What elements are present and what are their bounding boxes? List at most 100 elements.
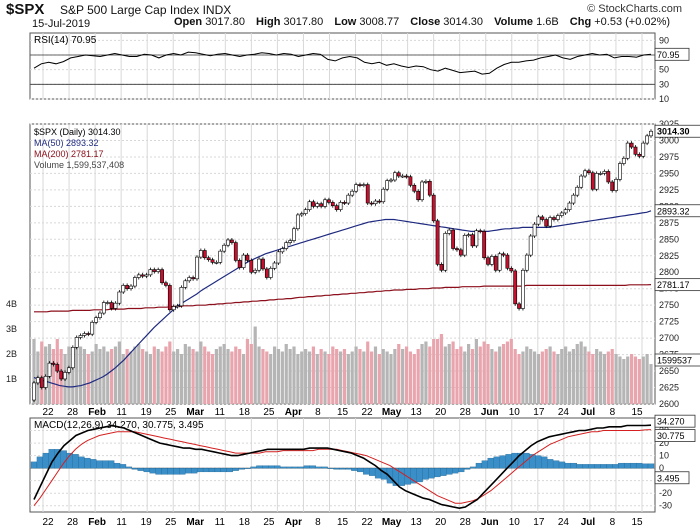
price-legend-item: Volume 1,599,537,408 [34, 160, 124, 170]
volume-bar [350, 351, 354, 404]
volume-bar [245, 339, 250, 404]
candle-body [641, 142, 646, 157]
candle-body [540, 216, 545, 220]
macd-histogram-bar [119, 464, 127, 469]
macd-x-tick-label: 25 [165, 517, 177, 528]
volume-bar [288, 349, 292, 404]
volume-bar [370, 351, 374, 404]
macd-x-tick-label: 24 [558, 517, 570, 528]
price-axis-tick-label: 2625 [659, 383, 679, 393]
volume-bar [117, 341, 121, 404]
macd-histogram-bar [434, 467, 441, 478]
volume-bar [249, 344, 253, 404]
volume-bar [389, 354, 393, 404]
volume-bar [141, 349, 145, 404]
rsi-axis-tick-label: 10 [659, 94, 669, 104]
volume-bar [583, 346, 587, 404]
volume-bar [280, 351, 284, 404]
candle-body [455, 248, 459, 251]
macd-histogram-bar [315, 466, 322, 469]
macd-histogram-bar [487, 457, 494, 469]
macd-histogram-bar [422, 467, 429, 480]
candle-body [532, 223, 537, 237]
rsi-last-label-box [654, 47, 690, 61]
ma50-last-label: 2893.32 [657, 206, 690, 216]
price-axis-tick-label: 3000 [659, 135, 679, 145]
volume-bar [645, 354, 649, 404]
candle-body [156, 269, 161, 272]
candle-body [389, 179, 393, 182]
candle-body [466, 234, 471, 236]
candle-body [299, 213, 304, 216]
candle-body [381, 188, 386, 203]
candle-body [377, 200, 382, 203]
volume-bar [626, 356, 630, 404]
price-axis-tick-label: 2600 [659, 399, 679, 409]
volume-bar [560, 349, 564, 404]
volume-bar [315, 354, 319, 404]
volume-bar [40, 341, 44, 404]
candle-body [489, 256, 494, 265]
volume-bar [529, 349, 533, 404]
macd-histogram-bar [220, 467, 227, 473]
macd-histogram-bar [208, 467, 216, 473]
volume-bar [160, 351, 164, 404]
candle-body [59, 370, 64, 380]
macd-histogram-bar [303, 465, 311, 469]
open-value: 3017.80 [205, 16, 245, 28]
macd-axis-tick-label: -20 [659, 488, 672, 498]
price-x-tick-label: 13 [411, 407, 423, 418]
price-x-tick-label: Jul [581, 407, 596, 418]
volume-bar [168, 341, 172, 404]
macd-histogram-bar [54, 449, 61, 469]
volume-bar [459, 346, 463, 404]
candle-body [559, 212, 564, 216]
macd-line [33, 424, 652, 510]
volume-bar [175, 349, 180, 404]
candle-body [621, 157, 626, 164]
macd-x-tick-label: 17 [533, 517, 545, 528]
volume-bar [618, 356, 622, 404]
candle-body [427, 181, 432, 196]
volume-bar [579, 341, 583, 404]
change-label: Chg [569, 16, 592, 28]
volume-bar [556, 354, 560, 404]
signal-last-label-box [654, 429, 696, 442]
close-last-label: 3014.30 [657, 127, 690, 137]
candle-body [618, 163, 622, 180]
volume-bar [51, 349, 56, 404]
volume-bar [397, 344, 401, 404]
macd-histogram-bar [72, 454, 79, 469]
candle-body [74, 337, 79, 348]
macd-histogram-bar [404, 467, 411, 485]
macd-histogram-bar [185, 467, 192, 474]
volume-bar [300, 351, 304, 404]
price-x-tick-label: 22 [42, 407, 54, 418]
macd-legend: MACD(12,26,9) 34.270, 30.775, 3.495 [34, 420, 204, 431]
volume-bar [214, 349, 218, 404]
volume-bar [610, 349, 614, 404]
macd-x-tick-label: 25 [263, 517, 275, 528]
macd-histogram-bar [214, 467, 222, 473]
candle-body [311, 201, 316, 207]
price-x-tick-label: 24 [558, 407, 570, 418]
volume-bar [544, 349, 548, 404]
volume-bar [362, 351, 366, 404]
candle-body [230, 239, 234, 243]
macd-histogram-bar [416, 467, 423, 483]
volume-bar [238, 349, 242, 404]
price-x-tick-label: 15 [631, 407, 643, 418]
candle-body [571, 194, 576, 204]
volume-bar [86, 354, 90, 404]
macd-histogram-bar [191, 467, 198, 474]
candle-body [493, 256, 498, 271]
candle-body [218, 250, 223, 263]
volume-bar [478, 346, 482, 404]
high-value: 3017.80 [283, 16, 324, 28]
macd-histogram-bar [125, 466, 133, 469]
candle-body [195, 256, 199, 280]
macd-histogram-bar [327, 467, 334, 469]
candle-body [587, 170, 591, 174]
candle-body [35, 377, 40, 384]
macd-histogram-bar [469, 466, 477, 469]
